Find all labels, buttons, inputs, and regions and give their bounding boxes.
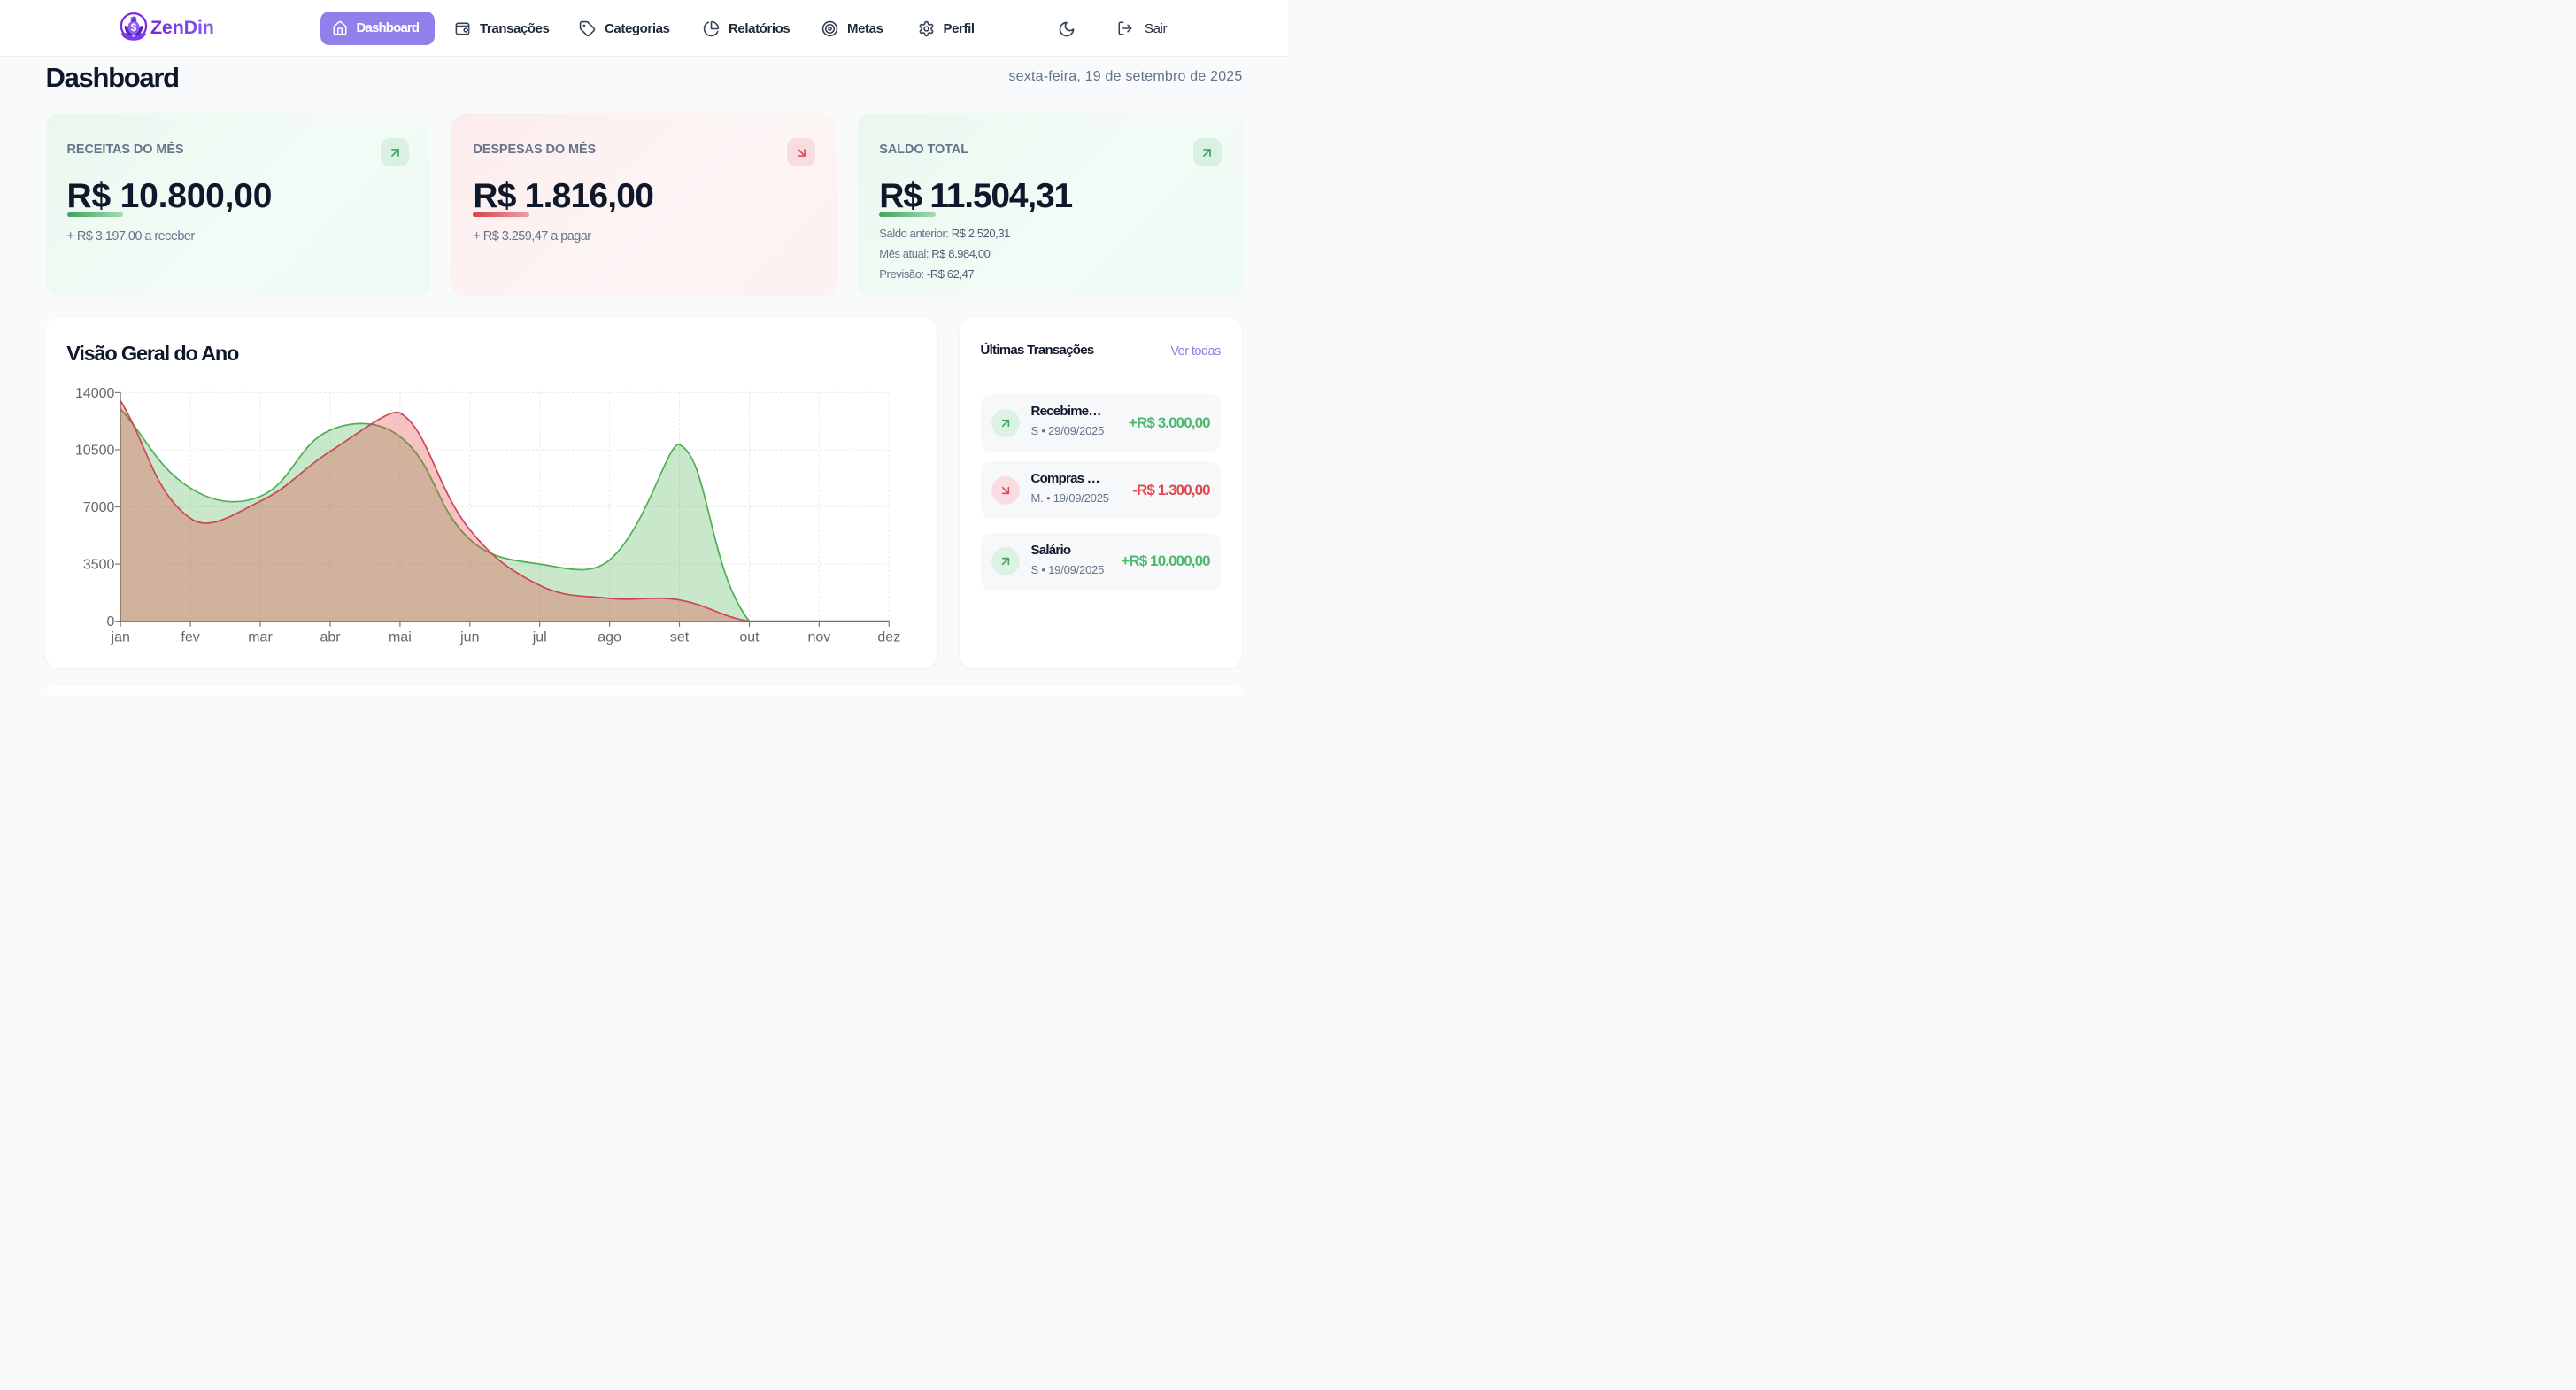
svg-text:jan: jan xyxy=(111,630,130,645)
svg-text:7000: 7000 xyxy=(83,500,115,515)
svg-text:out: out xyxy=(740,630,760,645)
svg-text:3500: 3500 xyxy=(83,558,115,573)
svg-text:nov: nov xyxy=(808,630,831,645)
svg-text:jul: jul xyxy=(532,630,547,645)
svg-text:mar: mar xyxy=(249,630,274,645)
svg-text:ago: ago xyxy=(598,630,622,645)
svg-text:fev: fev xyxy=(181,630,200,645)
svg-text:dez: dez xyxy=(878,630,901,645)
svg-text:10500: 10500 xyxy=(75,444,115,459)
svg-text:mai: mai xyxy=(389,630,412,645)
svg-text:jun: jun xyxy=(459,630,479,645)
svg-text:set: set xyxy=(670,630,690,645)
svg-text:abr: abr xyxy=(320,630,342,645)
svg-text:14000: 14000 xyxy=(75,386,115,401)
svg-text:0: 0 xyxy=(107,614,115,629)
svg-text:$: $ xyxy=(131,23,137,34)
